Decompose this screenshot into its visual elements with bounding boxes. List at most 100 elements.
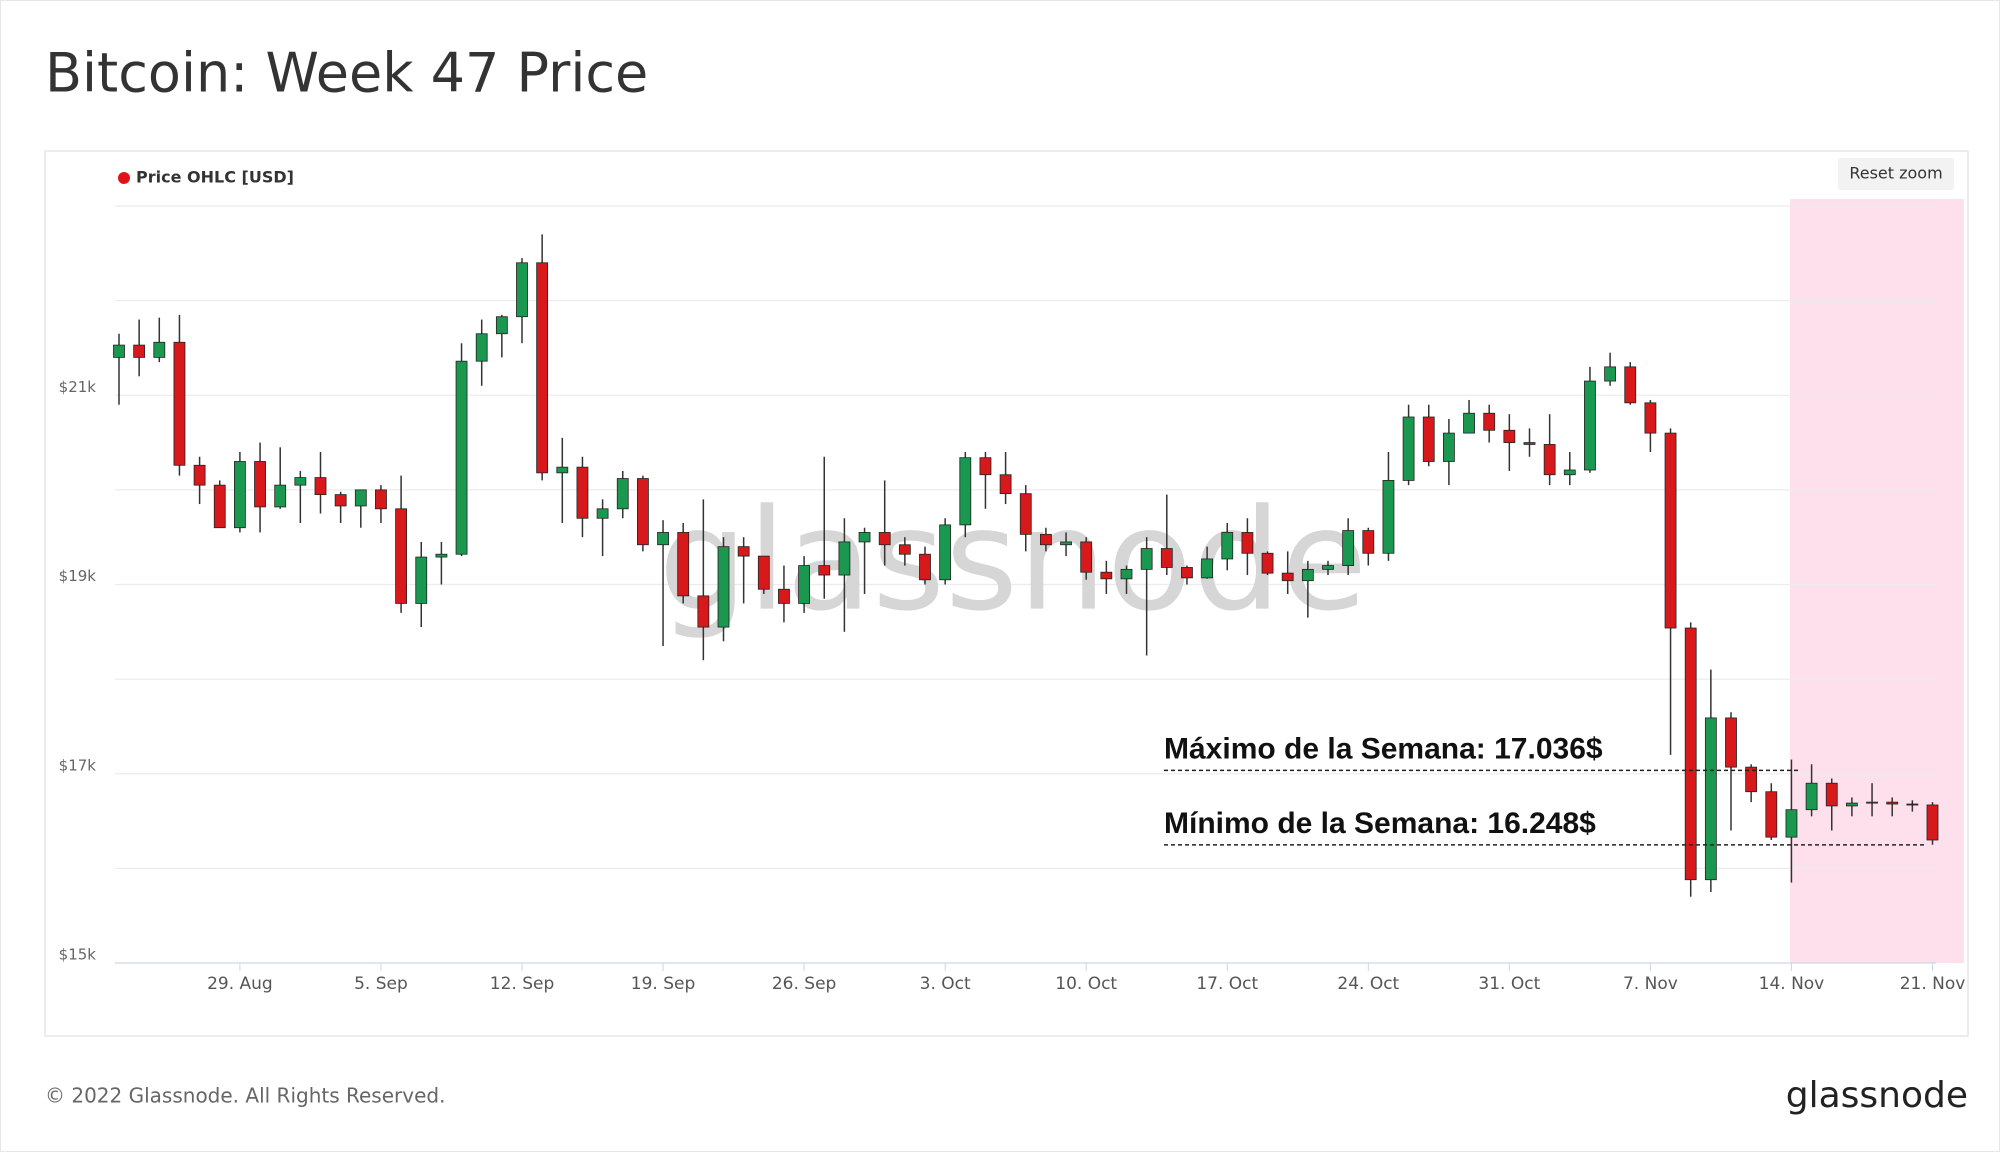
candle-body (818, 565, 831, 576)
candle-body (536, 262, 549, 474)
x-tick-label: 24. Oct (1337, 974, 1399, 994)
candle-body (939, 524, 952, 581)
candle-body (334, 494, 347, 507)
candle-body (798, 565, 810, 604)
x-tick-label: 5. Sep (354, 974, 408, 994)
chart-frame (44, 150, 1969, 1037)
reset-zoom-button[interactable] (1838, 158, 1954, 190)
candle-body (898, 544, 911, 555)
candle-body (677, 532, 690, 597)
candle-body (1745, 766, 1758, 793)
logo: glassnode (1786, 1075, 1968, 1116)
candle-body (637, 478, 649, 546)
candle-body (556, 466, 569, 474)
candle-body (1503, 429, 1516, 443)
candle-body (858, 532, 871, 543)
candle-body (697, 595, 710, 628)
candle-body (737, 546, 750, 557)
candle-body (1684, 627, 1697, 881)
candle-body (999, 474, 1012, 495)
candle-body (294, 477, 307, 486)
candle-body (596, 508, 609, 519)
candle-body (274, 484, 287, 508)
x-tick-label: 10. Oct (1055, 974, 1117, 994)
y-tick-label: $21k (59, 378, 97, 396)
candle-body (1241, 532, 1254, 554)
candle-body (1463, 412, 1475, 434)
candle-body (314, 477, 327, 496)
candle-body (1060, 541, 1072, 546)
reset-zoom-label[interactable]: Reset zoom (1849, 164, 1942, 183)
candle-body (1624, 366, 1637, 404)
candle-body (1443, 432, 1455, 462)
candle-body (1342, 530, 1355, 566)
candle-body (1785, 809, 1798, 838)
candle-body (1281, 572, 1294, 582)
y-tick-label: $17k (59, 756, 97, 774)
candle-body (1301, 568, 1314, 582)
annotation-label: Mínimo de la Semana: 16.248$ (1164, 807, 1596, 840)
candle-body (1140, 548, 1153, 570)
candle-body (1221, 532, 1234, 560)
candle-body (1100, 571, 1113, 580)
candle-body (1584, 380, 1596, 471)
candle-body (1664, 432, 1677, 629)
candle-body (778, 588, 790, 604)
candle-body (1201, 558, 1213, 579)
candle-body (1160, 548, 1173, 568)
x-tick-label: 29. Aug (207, 974, 273, 994)
candle-body (133, 344, 146, 358)
candle-body (1422, 416, 1435, 462)
candle-body (878, 532, 891, 546)
candle-body (375, 489, 387, 510)
candle-body (1704, 717, 1717, 881)
watermark: glassnode (659, 480, 1368, 643)
candle-body (1543, 444, 1556, 476)
candle-body (1825, 782, 1838, 807)
candle-body (616, 478, 629, 510)
candle-body (1866, 801, 1878, 804)
candle-body (435, 553, 448, 558)
candle-body (919, 553, 931, 581)
candle-body (516, 262, 528, 318)
candle-body (576, 466, 589, 519)
candle-body (1322, 565, 1334, 570)
candle-body (979, 457, 992, 476)
candle-body (354, 489, 367, 507)
candle-body (153, 341, 166, 358)
candle-body (1382, 480, 1395, 554)
candle-body (1523, 442, 1536, 445)
x-tick-label: 7. Nov (1623, 974, 1678, 994)
candle-body (1483, 412, 1496, 431)
candle-body (254, 461, 266, 508)
candle-body (495, 316, 508, 335)
candle-body (657, 532, 669, 546)
candle-body (1402, 416, 1415, 481)
candle-body (113, 344, 125, 358)
x-tick-label: 21. Nov (1900, 974, 1966, 994)
x-tick-label: 31. Oct (1478, 974, 1540, 994)
legend-label[interactable]: Price OHLC [USD] (136, 168, 294, 187)
x-tick-label: 17. Oct (1196, 974, 1258, 994)
candle-body (1181, 567, 1193, 579)
candle-body (1926, 804, 1939, 841)
candle-body (455, 360, 468, 555)
candle-body (233, 461, 246, 529)
candle-body (1563, 469, 1576, 476)
candle-body (1080, 541, 1093, 573)
week-highlight (1790, 199, 1964, 963)
candle-body (1846, 802, 1858, 807)
x-tick-label: 26. Sep (772, 974, 836, 994)
candle-body (1120, 568, 1133, 580)
candle-body (757, 555, 770, 590)
candle-body (1040, 533, 1052, 546)
candle-body (1261, 552, 1274, 574)
candle-body (1019, 493, 1032, 535)
x-tick-label: 14. Nov (1759, 974, 1825, 994)
x-tick-label: 19. Sep (631, 974, 695, 994)
candle-body (415, 556, 428, 604)
candle-body (1604, 366, 1616, 382)
candle-body (213, 484, 226, 529)
